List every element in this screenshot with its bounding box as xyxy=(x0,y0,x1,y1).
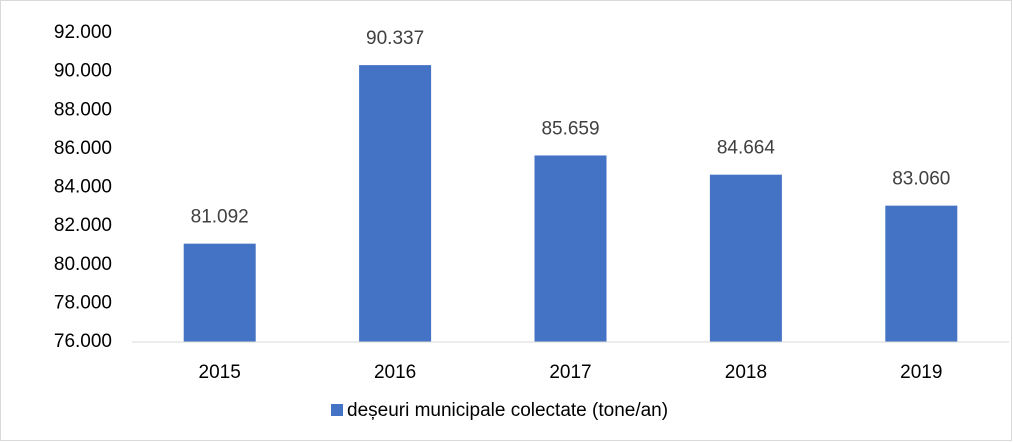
y-tick-label: 84.000 xyxy=(54,177,112,198)
bar xyxy=(885,205,958,342)
data-label: 85.659 xyxy=(541,118,599,139)
y-tick-label: 90.000 xyxy=(54,61,112,82)
legend-swatch xyxy=(331,404,343,416)
bar xyxy=(534,155,607,342)
y-tick-label: 82.000 xyxy=(54,215,112,236)
x-tick-label: 2016 xyxy=(374,362,416,383)
bar xyxy=(183,243,256,342)
y-tick-label: 80.000 xyxy=(54,254,112,275)
y-tick-label: 78.000 xyxy=(54,292,112,313)
x-tick-label: 2017 xyxy=(549,362,591,383)
y-tick-label: 86.000 xyxy=(54,138,112,159)
y-tick-label: 92.000 xyxy=(54,22,112,43)
data-label: 83.060 xyxy=(892,169,950,190)
y-tick-label: 76.000 xyxy=(54,331,112,352)
y-tick-label: 88.000 xyxy=(54,99,112,120)
bar xyxy=(359,65,432,342)
x-tick-label: 2015 xyxy=(199,362,241,383)
legend-label: deșeuri municipale colectate (tone/an) xyxy=(347,400,668,421)
x-tick-label: 2018 xyxy=(725,362,767,383)
data-label: 90.337 xyxy=(366,28,424,49)
data-label: 84.664 xyxy=(717,138,776,159)
x-tick-label: 2019 xyxy=(900,362,942,383)
bar xyxy=(709,174,782,342)
data-label: 81.092 xyxy=(191,207,249,228)
